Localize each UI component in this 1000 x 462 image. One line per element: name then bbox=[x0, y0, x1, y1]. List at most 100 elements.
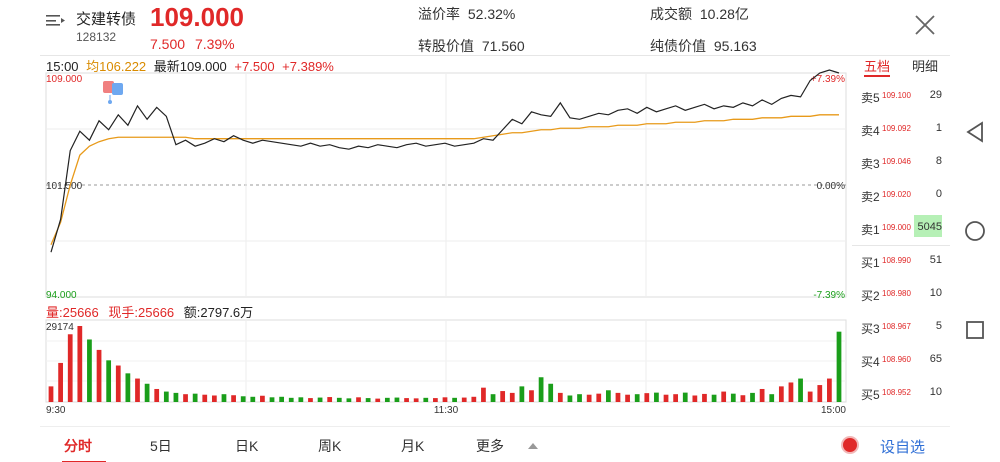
event-marker-dot bbox=[108, 100, 112, 104]
tab-detail[interactable]: 明细 bbox=[912, 59, 939, 74]
premium-value: 52.32% bbox=[467, 6, 516, 22]
volume-bar bbox=[778, 386, 784, 402]
tab-more[interactable]: 更多 bbox=[476, 438, 504, 454]
volume-bar bbox=[77, 326, 83, 402]
volume-bar bbox=[154, 388, 160, 402]
caret-up-icon[interactable] bbox=[528, 442, 538, 449]
volume-bar bbox=[490, 394, 496, 402]
home-nav-icon[interactable] bbox=[964, 220, 986, 242]
level-volume: 5 bbox=[935, 320, 942, 332]
x-tick-label: 11:30 bbox=[434, 405, 459, 416]
volume-bar bbox=[202, 394, 208, 402]
chart-info-row: 15:00 均106.222 最新109.000 +7.500 +7.389% bbox=[46, 56, 334, 75]
bond-name: 交建转债 bbox=[76, 11, 137, 28]
conversion-label: 转股价值 bbox=[418, 38, 474, 54]
volume-bar bbox=[711, 394, 717, 402]
volume-bar bbox=[87, 339, 92, 402]
tab-five-levels[interactable]: 五档 bbox=[864, 59, 891, 74]
record-dot-icon[interactable] bbox=[838, 431, 862, 461]
buy-level-2: 买2 108.980 10 bbox=[852, 284, 950, 304]
volume-bar bbox=[231, 395, 236, 402]
volume-bar bbox=[96, 349, 102, 402]
level-volume: 10 bbox=[929, 386, 942, 398]
volume-bar bbox=[654, 392, 659, 402]
conversion-stat: 转股价值 71.560 bbox=[418, 36, 525, 56]
volume-bar bbox=[452, 397, 457, 402]
volume-bar bbox=[567, 395, 573, 402]
premium-label: 溢价率 bbox=[418, 6, 460, 22]
tab-five-levels-underline bbox=[864, 75, 890, 77]
turnover-value: 10.28亿 bbox=[699, 6, 749, 22]
volume-bar bbox=[471, 396, 477, 402]
volume-bar bbox=[327, 397, 333, 402]
volume-bar bbox=[481, 387, 486, 402]
level-volume: 65 bbox=[929, 353, 942, 365]
buy-level-3: 买3 108.967 5 bbox=[852, 317, 950, 337]
order-book: 五档 明细 卖5 109.100 29 卖4 109.092 1 卖3 109.046 8 卖2 1… bbox=[852, 56, 950, 416]
volume-bar bbox=[500, 391, 506, 402]
tab-monthly-k[interactable]: 月K bbox=[401, 438, 425, 454]
volume-bar bbox=[365, 398, 371, 402]
volume-bar bbox=[48, 386, 54, 402]
volume-bar bbox=[721, 391, 727, 402]
tab-weekly-k[interactable]: 周K bbox=[318, 438, 342, 454]
volume-amount: 额:2797.6万 bbox=[183, 305, 254, 320]
sell-level-2: 卖2 109.020 0 bbox=[852, 185, 950, 205]
self-select-prefix: 设 bbox=[880, 439, 896, 456]
recents-nav-icon[interactable] bbox=[965, 320, 985, 340]
tab-daily-k[interactable]: 日K bbox=[235, 438, 259, 454]
level-price: 108.960 bbox=[882, 355, 911, 364]
volume-bar bbox=[682, 392, 688, 402]
close-icon[interactable] bbox=[914, 14, 936, 36]
level-volume: 10 bbox=[929, 287, 942, 299]
info-change-pct: +7.389% bbox=[282, 59, 334, 74]
volume-bar bbox=[336, 397, 342, 402]
volume-bar bbox=[144, 383, 150, 402]
level-price: 108.967 bbox=[882, 322, 911, 331]
level-price: 108.980 bbox=[882, 289, 911, 298]
info-average: 均106.222 bbox=[86, 59, 147, 74]
volume-bar bbox=[346, 398, 352, 402]
level-volume: 5045 bbox=[917, 221, 942, 233]
info-time: 15:00 bbox=[46, 59, 79, 74]
volume-current: 现手:25666 bbox=[108, 305, 175, 320]
volume-bar bbox=[836, 331, 842, 402]
event-marker-s bbox=[112, 83, 123, 95]
volume-bar bbox=[279, 396, 285, 402]
tab-intraday[interactable]: 分时 bbox=[64, 438, 92, 454]
bond-value-label: 纯债价值 bbox=[650, 38, 706, 54]
volume-bar bbox=[317, 397, 323, 402]
sell-level-4: 卖4 109.092 1 bbox=[852, 119, 950, 139]
volume-max-label: 29174 bbox=[46, 322, 74, 333]
tab-5day[interactable]: 5日 bbox=[150, 438, 172, 454]
app-screen: 交建转债 128132 109.000 7.500 7.39% 溢价率 52.3… bbox=[0, 0, 950, 462]
volume-bar bbox=[577, 394, 582, 402]
volume-bar bbox=[298, 397, 304, 402]
level-label: 买5 bbox=[861, 388, 880, 402]
level-volume: 51 bbox=[929, 254, 942, 266]
volume-bar bbox=[308, 398, 313, 402]
volume-bar bbox=[394, 397, 400, 402]
pct-tick-label: -7.39% bbox=[813, 290, 845, 301]
volume-bar bbox=[192, 393, 198, 402]
intraday-chart[interactable]: 109.000 101.500 94.000 +7.39% 0.00% -7.39% 291… bbox=[0, 56, 860, 416]
volume-bar bbox=[106, 360, 112, 402]
info-change-abs: +7.500 bbox=[234, 59, 275, 74]
volume-bar bbox=[269, 397, 275, 402]
volume-bar bbox=[461, 397, 467, 402]
x-tick-label: 15:00 bbox=[821, 405, 846, 416]
volume-bar bbox=[615, 392, 621, 402]
volume-bar bbox=[433, 398, 438, 402]
volume-bar bbox=[356, 397, 361, 402]
level-volume: 1 bbox=[935, 122, 942, 134]
volume-bar bbox=[211, 395, 217, 402]
volume-bar bbox=[404, 398, 409, 402]
menu-icon[interactable] bbox=[46, 14, 66, 26]
self-select-button[interactable]: 设自选 bbox=[880, 436, 925, 457]
back-nav-icon[interactable] bbox=[965, 121, 985, 143]
period-tabs: 分时 5日 日K 周K 月K 更多 设自选 bbox=[40, 426, 950, 462]
level-label: 卖5 bbox=[861, 91, 880, 105]
volume-bar bbox=[557, 392, 563, 402]
sell-level-3: 卖3 109.046 8 bbox=[852, 152, 950, 172]
volume-bar bbox=[769, 394, 775, 402]
